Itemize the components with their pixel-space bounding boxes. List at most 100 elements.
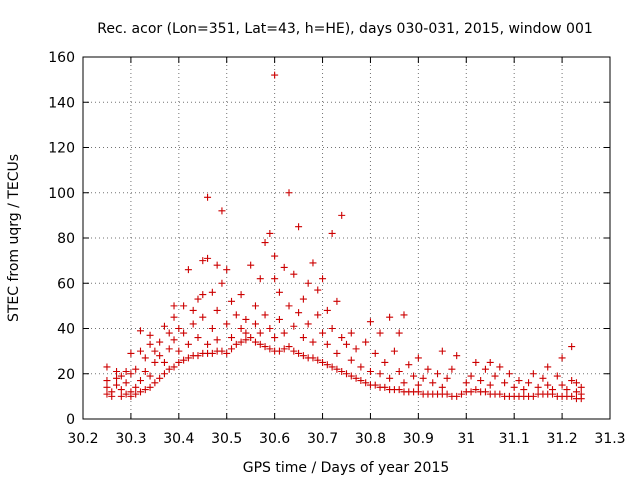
grid-lines (83, 57, 610, 419)
data-point (160, 358, 168, 366)
data-point (247, 334, 255, 342)
y-tick-label: 80 (57, 231, 75, 247)
data-point (247, 261, 255, 269)
data-point (558, 381, 566, 389)
data-point (223, 349, 231, 357)
data-point (414, 381, 422, 389)
data-point (127, 370, 135, 378)
data-point (568, 377, 576, 385)
data-point (572, 379, 580, 387)
data-point (505, 370, 513, 378)
data-point (184, 340, 192, 348)
data-point (395, 367, 403, 375)
data-point (515, 377, 523, 385)
data-point (295, 223, 303, 231)
data-point (328, 363, 336, 371)
data-point (266, 229, 274, 237)
data-point (141, 354, 149, 362)
data-point (199, 313, 207, 321)
data-point (199, 257, 207, 265)
data-point (314, 286, 322, 294)
data-point (204, 193, 212, 201)
data-point (386, 313, 394, 321)
data-point (319, 358, 327, 366)
data-point (275, 288, 283, 296)
data-point (156, 338, 164, 346)
data-point (525, 379, 533, 387)
data-point (429, 379, 437, 387)
data-point (323, 361, 331, 369)
data-point (453, 352, 461, 360)
data-point (290, 322, 298, 330)
data-point (160, 322, 168, 330)
data-point (371, 349, 379, 357)
data-point (410, 372, 418, 380)
data-point (434, 370, 442, 378)
data-point (563, 386, 571, 394)
data-point (577, 383, 585, 391)
data-point (180, 356, 188, 364)
data-point (122, 390, 130, 398)
data-point (333, 349, 341, 357)
x-tick-label: 30.9 (403, 431, 434, 447)
data-point (295, 309, 303, 317)
data-point (549, 386, 557, 394)
y-tick-label: 120 (48, 141, 75, 157)
data-point (180, 329, 188, 337)
data-point (362, 379, 370, 387)
data-point (467, 372, 475, 380)
data-point (151, 358, 159, 366)
data-point (113, 381, 121, 389)
x-tick-label: 30.6 (259, 431, 290, 447)
data-point (486, 381, 494, 389)
data-point (481, 388, 489, 396)
data-point (414, 354, 422, 362)
data-point (285, 302, 293, 310)
y-tick-label: 140 (48, 95, 75, 111)
data-point (419, 374, 427, 382)
data-point (558, 354, 566, 362)
y-axis-label: STEC from uqrg / TECUs (6, 154, 22, 322)
data-point (443, 374, 451, 382)
data-point (424, 365, 432, 373)
data-point (213, 336, 221, 344)
data-point (496, 363, 504, 371)
data-point (132, 365, 140, 373)
data-point (208, 288, 216, 296)
data-point (472, 358, 480, 366)
data-point (271, 71, 279, 79)
data-point (141, 386, 149, 394)
data-point (146, 372, 154, 380)
data-point (462, 379, 470, 387)
data-point (223, 320, 231, 328)
data-point (376, 370, 384, 378)
data-point (237, 291, 245, 299)
x-tick-label: 31.2 (547, 431, 578, 447)
data-point (199, 291, 207, 299)
data-point (136, 347, 144, 355)
data-point (108, 388, 116, 396)
data-point (251, 302, 259, 310)
data-point (438, 347, 446, 355)
data-point (256, 340, 264, 348)
data-point (213, 261, 221, 269)
chart-title: Rec. acor (Lon=351, Lat=43, h=HE), days … (97, 21, 593, 37)
data-point (218, 347, 226, 355)
data-point (213, 306, 221, 314)
x-axis-label: GPS time / Days of year 2015 (243, 460, 450, 476)
data-point (117, 392, 125, 400)
data-point (189, 306, 197, 314)
x-tick-label: 30.3 (115, 431, 146, 447)
data-point (290, 270, 298, 278)
data-point (309, 338, 317, 346)
data-point (577, 390, 585, 398)
data-point (165, 329, 173, 337)
data-point (390, 347, 398, 355)
data-point (122, 367, 130, 375)
data-point (376, 329, 384, 337)
data-point (132, 383, 140, 391)
data-point (189, 320, 197, 328)
data-point (477, 377, 485, 385)
data-point (352, 345, 360, 353)
data-point (323, 306, 331, 314)
